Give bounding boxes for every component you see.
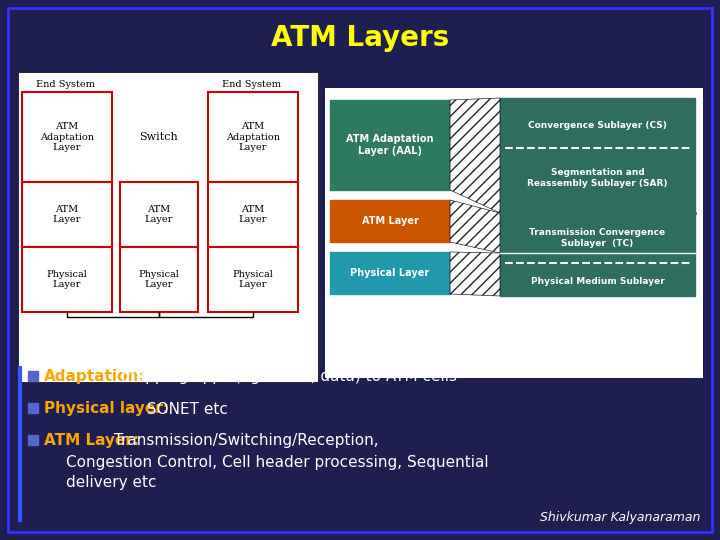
Bar [330, 200, 450, 242]
Text: End System: End System [222, 80, 282, 89]
Text: Physical
Layer: Physical Layer [233, 270, 274, 289]
Bar [500, 98, 695, 296]
Text: Adaptation:: Adaptation: [44, 369, 145, 384]
Text: ATM Layer: ATM Layer [361, 216, 418, 226]
Polygon shape [450, 200, 500, 253]
Bar [22, 182, 112, 247]
Text: Physical Layer: Physical Layer [351, 268, 430, 278]
Text: Transmission Convergence
Sublayer  (TC): Transmission Convergence Sublayer (TC) [529, 228, 665, 248]
Text: mapping apps (eg: voice, data) to ATM cells: mapping apps (eg: voice, data) to ATM ce… [115, 369, 456, 384]
Bar [208, 247, 298, 312]
Bar [22, 247, 112, 312]
Text: Segmentation and
Reassembly Sublayer (SAR): Segmentation and Reassembly Sublayer (SA… [527, 168, 667, 188]
Text: ATM
Layer: ATM Layer [145, 205, 174, 224]
Bar [18, 72, 318, 382]
Bar [28, 435, 38, 445]
Bar [120, 247, 198, 312]
Text: ATM
Adaptation
Layer: ATM Adaptation Layer [40, 122, 94, 152]
Text: ATM
Layer: ATM Layer [239, 205, 267, 224]
Polygon shape [450, 252, 500, 296]
Text: ATM Layer:: ATM Layer: [44, 434, 139, 449]
Bar [330, 252, 450, 294]
Bar [330, 100, 450, 190]
Polygon shape [450, 98, 500, 213]
Bar [28, 371, 38, 381]
Text: Switch: Switch [140, 132, 179, 142]
Text: ATM
Layer: ATM Layer [53, 205, 81, 224]
Bar [120, 182, 198, 247]
Text: ATM
Adaptation
Layer: ATM Adaptation Layer [226, 122, 280, 152]
Text: Transmission/Switching/Reception,: Transmission/Switching/Reception, [109, 434, 379, 449]
Text: Physical layer:: Physical layer: [44, 402, 169, 416]
Text: delivery etc: delivery etc [66, 475, 156, 489]
Text: Shivkumar Kalyanaraman: Shivkumar Kalyanaraman [539, 511, 700, 524]
Bar [208, 92, 298, 182]
Bar [208, 182, 298, 247]
Text: Physical Medium Sublayer: Physical Medium Sublayer [531, 276, 665, 286]
Text: Physical
Layer: Physical Layer [138, 270, 179, 289]
Text: Convergence Sublayer (CS): Convergence Sublayer (CS) [528, 122, 667, 131]
Bar [325, 88, 703, 378]
Text: End System: End System [35, 80, 94, 89]
Text: ATM Adaptation
Layer (AAL): ATM Adaptation Layer (AAL) [346, 134, 433, 156]
Text: Physical
Layer: Physical Layer [47, 270, 87, 289]
Text: ATM Layers: ATM Layers [271, 24, 449, 52]
Bar [28, 403, 38, 413]
Bar [22, 92, 112, 182]
Text: Congestion Control, Cell header processing, Sequential: Congestion Control, Cell header processi… [66, 455, 489, 469]
Text: SONET etc: SONET etc [142, 402, 228, 416]
